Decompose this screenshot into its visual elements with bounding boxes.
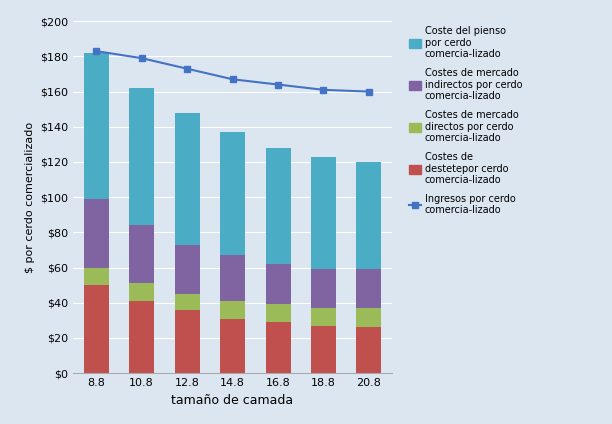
Y-axis label: $ por cerdo comercializado: $ por cerdo comercializado: [25, 122, 35, 273]
Bar: [84, 268, 109, 285]
Bar: [266, 304, 291, 322]
Bar: [174, 294, 200, 310]
Bar: [220, 132, 245, 255]
Bar: [311, 157, 336, 269]
Bar: [174, 245, 200, 294]
Bar: [356, 327, 381, 373]
Bar: [220, 301, 245, 318]
Bar: [311, 269, 336, 308]
Bar: [84, 285, 109, 373]
Bar: [84, 53, 109, 199]
X-axis label: tamaño de camada: tamaño de camada: [171, 393, 294, 407]
Bar: [266, 322, 291, 373]
Bar: [129, 283, 154, 301]
Legend: Coste del pienso
por cerdo
comercia­lizado, Costes de mercado
indirectos por cer: Coste del pienso por cerdo comercia­liza…: [409, 26, 522, 215]
Bar: [311, 308, 336, 326]
Bar: [129, 225, 154, 283]
Bar: [174, 310, 200, 373]
Bar: [356, 162, 381, 269]
Bar: [266, 264, 291, 304]
Bar: [84, 199, 109, 268]
Bar: [129, 88, 154, 225]
Bar: [220, 318, 245, 373]
Bar: [356, 308, 381, 327]
Bar: [311, 326, 336, 373]
Bar: [356, 269, 381, 308]
Bar: [220, 255, 245, 301]
Bar: [129, 301, 154, 373]
Bar: [174, 113, 200, 245]
Bar: [266, 148, 291, 264]
